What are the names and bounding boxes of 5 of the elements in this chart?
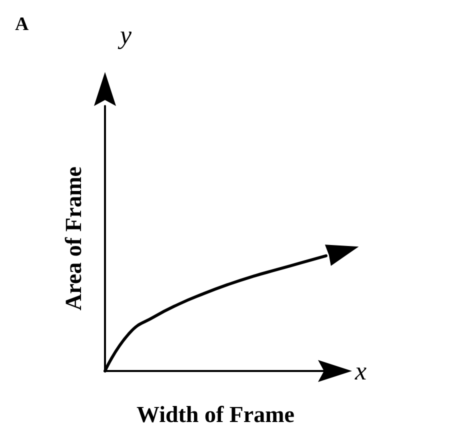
chart-title: A [15,14,29,35]
x-axis-title: Width of Frame [136,402,295,427]
text: y [117,20,132,50]
text: x [354,356,367,386]
y-axis-title: Area of Frame [61,166,86,310]
